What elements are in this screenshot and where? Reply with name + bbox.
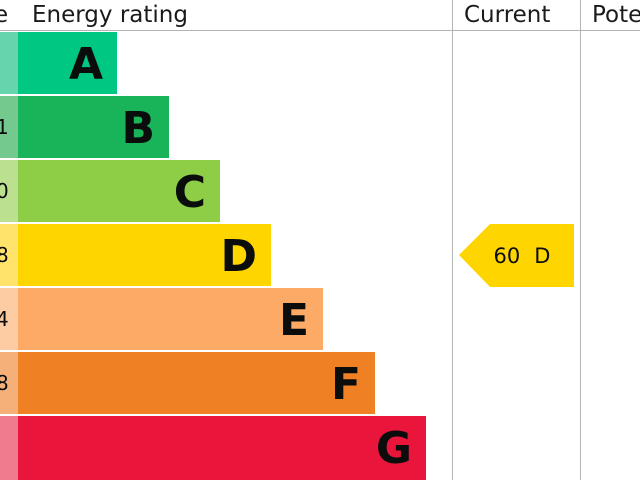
rating-bar [18,32,117,94]
potential-header: Pote [592,2,640,28]
current-letter: D [534,244,550,268]
score-range: 1 [0,115,9,139]
score-range: 8 [0,243,9,267]
rating-letter: C [174,167,206,218]
score-cell [0,96,18,158]
rating-bar [18,288,323,350]
rating-bar [18,160,220,222]
score-cell [0,288,18,350]
score-range: 0 [0,179,9,203]
score-cell [0,352,18,414]
score-header: e [0,2,8,28]
score-range: 4 [0,307,9,331]
rating-bar [18,416,426,480]
current-arrow [459,224,574,287]
rating-bar [18,224,271,286]
rating-letter: D [220,231,257,282]
rating-letter: E [279,295,309,346]
current-rating: 60 D [494,244,551,268]
score-cell [0,32,18,94]
score-cell [0,160,18,222]
rating-letter: G [376,423,412,474]
rating-bar [18,352,375,414]
score-cell [0,416,18,480]
current-score: 60 [494,244,521,268]
current-header: Current [464,2,550,28]
score-cell [0,224,18,286]
rating-letter: A [69,39,103,90]
rating-bar [18,96,169,158]
rating-header: Energy rating [32,2,188,28]
rating-letter: F [331,359,361,410]
score-range: 8 [0,371,9,395]
rating-letter: B [121,103,155,154]
